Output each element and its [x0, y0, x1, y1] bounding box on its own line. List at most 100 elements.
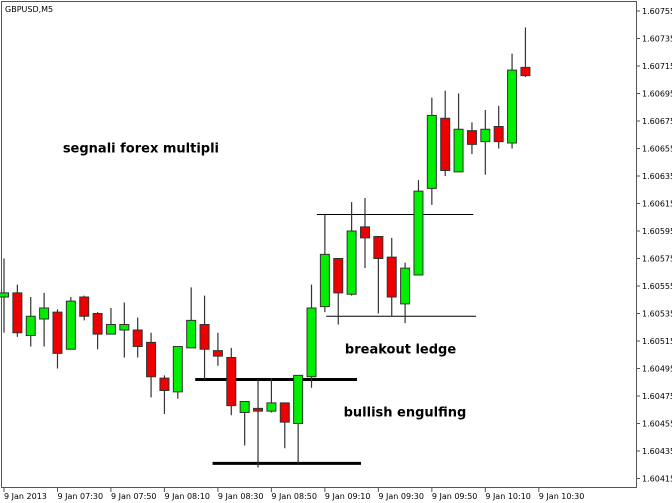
x-tick-label: 9 Jan 10:30	[539, 492, 585, 501]
candle-body	[346, 230, 357, 295]
x-tick-label: 9 Jan 09:30	[378, 492, 424, 501]
y-tick-label: 1.60735	[642, 35, 672, 44]
chart-title: GBPUSD,M5	[5, 5, 53, 14]
y-tick-label: 1.60595	[642, 227, 672, 236]
candle-body	[12, 292, 23, 334]
candle-body	[39, 307, 50, 320]
y-tick-label: 1.60675	[642, 117, 672, 126]
candle-body	[480, 128, 491, 143]
x-tick-label: 9 Jan 08:10	[164, 492, 210, 501]
x-tick-label: 9 Jan 09:10	[325, 492, 371, 501]
candle	[493, 105, 504, 149]
y-tick-label: 1.60655	[642, 145, 672, 154]
candle	[119, 302, 130, 358]
candle	[25, 297, 36, 347]
candle	[159, 375, 170, 414]
candle	[239, 401, 250, 446]
candle-body	[453, 128, 464, 173]
candle	[39, 292, 50, 347]
candle-body	[386, 256, 397, 298]
x-tick-label: 9 Jan 08:50	[271, 492, 317, 501]
candle	[319, 214, 330, 313]
candle	[359, 198, 370, 269]
candle	[199, 295, 210, 380]
candle-body	[440, 117, 451, 171]
candle	[400, 262, 411, 324]
candle	[480, 110, 491, 175]
x-tick-label: 9 Jan 07:30	[57, 492, 103, 501]
candle	[426, 97, 437, 205]
y-tick-label: 1.60455	[642, 420, 672, 429]
candle-body	[266, 402, 277, 412]
candle-body	[105, 324, 116, 335]
candle-body	[493, 126, 504, 143]
candle	[520, 27, 531, 77]
candle-body	[159, 377, 170, 391]
candle	[253, 379, 264, 468]
y-tick-label: 1.60755	[642, 7, 672, 16]
candle-body	[253, 407, 264, 412]
candle	[212, 332, 223, 366]
candle-body	[279, 402, 290, 423]
candle	[386, 237, 397, 317]
candle	[413, 180, 424, 276]
candle	[52, 309, 63, 369]
candle-body	[212, 350, 223, 357]
y-tick-label: 1.60475	[642, 392, 672, 401]
candle-body	[400, 267, 411, 305]
candle-body	[520, 66, 531, 77]
candle-body	[306, 307, 317, 378]
candle	[132, 317, 143, 358]
y-tick-label: 1.60635	[642, 172, 672, 181]
candle	[226, 347, 237, 416]
chart-annotation: segnali forex multipli	[63, 142, 219, 157]
candle	[333, 258, 344, 325]
candle-body	[52, 311, 63, 354]
candle	[440, 90, 451, 176]
x-tick-label: 9 Jan 2013	[4, 492, 47, 501]
candle	[373, 236, 384, 314]
candle-body	[226, 357, 237, 407]
candle	[92, 312, 103, 350]
candle-body	[239, 401, 250, 413]
y-tick-label: 1.60515	[642, 337, 672, 346]
candle-body	[132, 329, 143, 347]
x-tick-label: 9 Jan 10:10	[485, 492, 531, 501]
y-tick-label: 1.60555	[642, 282, 672, 291]
candle-body	[25, 315, 36, 336]
candle	[146, 332, 157, 398]
candle-body	[172, 346, 183, 393]
candle-body	[333, 258, 344, 294]
candle-body	[507, 69, 518, 144]
candle-body	[146, 341, 157, 378]
candle-body	[413, 190, 424, 276]
y-tick-label: 1.60615	[642, 200, 672, 209]
y-tick-label: 1.60495	[642, 365, 672, 374]
candle	[306, 284, 317, 388]
candle-body	[199, 324, 210, 350]
candle	[346, 202, 357, 296]
candle-body	[65, 300, 76, 350]
chart-annotation: bullish engulfing	[344, 406, 467, 421]
plot-frame	[1, 1, 637, 488]
candle	[466, 122, 477, 154]
candle-body	[186, 319, 197, 349]
candle	[79, 295, 90, 321]
candle	[186, 287, 197, 349]
candle	[172, 346, 183, 399]
chart-annotation: breakout ledge	[345, 342, 456, 357]
candle-body	[92, 313, 103, 335]
candle-body	[373, 236, 384, 259]
candle	[105, 308, 116, 335]
candle-body	[466, 130, 477, 145]
candle-body	[319, 253, 330, 308]
x-tick-label: 9 Jan 09:50	[432, 492, 478, 501]
candle	[65, 297, 76, 350]
candle	[0, 258, 9, 333]
y-tick-label: 1.60435	[642, 447, 672, 456]
candle-body	[79, 296, 90, 317]
x-tick-label: 9 Jan 08:30	[218, 492, 264, 501]
candle	[279, 402, 290, 449]
candle	[507, 53, 518, 149]
